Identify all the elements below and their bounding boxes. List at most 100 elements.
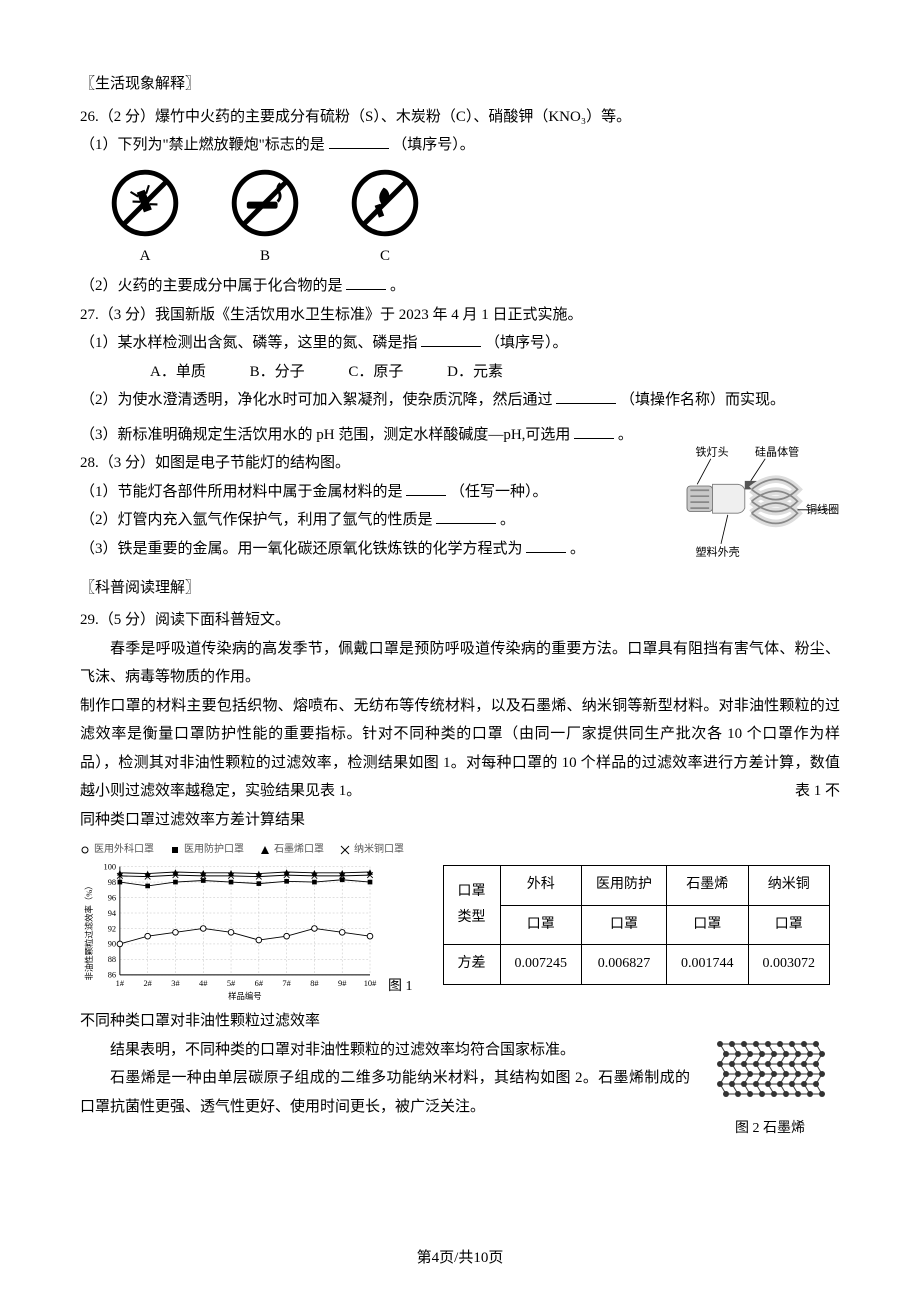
q29-p2-wrap: 制作口罩的材料主要包括织物、熔喷布、无纺布等传统材料，以及石墨烯、纳米铜等新型材… (80, 692, 840, 806)
q26-icon-c-label: C (380, 242, 390, 271)
q28-sub3-post: 。 (570, 541, 585, 557)
table-cell: 方差 (443, 945, 500, 985)
q26-sub1-post: （填序号）。 (392, 137, 475, 153)
th-type-2: 类型 (458, 910, 486, 925)
svg-text:8#: 8# (310, 979, 319, 988)
q28-blank1 (406, 481, 446, 496)
q27-sub2-pre: （2）为使水澄清透明，净化水时可加入絮凝剂，使杂质沉降，然后通过 (80, 392, 553, 408)
q28-sub2-pre: （2）灯管内充入氩气作保护气，利用了氩气的性质是 (80, 512, 433, 528)
q27-options: A．单质 B．分子 C．原子 D．元素 (80, 358, 840, 387)
q27-opt-d: D．元素 (447, 364, 503, 380)
q26-icon-b-col: B (230, 168, 300, 271)
table-cell: 口罩 (582, 905, 667, 945)
q26-icons-row: A B C (80, 168, 840, 271)
q29-bottom: 图 2 石墨烯 结果表明，不同种类的口罩对非油性颗粒的过滤效率均符合国家标准。 … (80, 1036, 840, 1143)
q26-blank2 (346, 275, 386, 290)
q29-table-caption-prefix: 表 1 不 (795, 777, 840, 806)
svg-text:94: 94 (108, 909, 117, 918)
q26-icon-a-col: A (110, 168, 180, 271)
q29-stem: 29.（5 分）阅读下面科普短文。 (80, 606, 840, 635)
q26-icon-b-label: B (260, 242, 270, 271)
q26-blank1 (329, 134, 389, 149)
graphene-figure: 图 2 石墨烯 (700, 1036, 840, 1143)
q28-sub2-post: 。 (500, 512, 515, 528)
q27-blank3 (574, 424, 614, 439)
table-row: 口罩 类型 外科 医用防护 石墨烯 纳米铜 (443, 866, 830, 906)
lamp-diagram: 铁灯头 硅晶体管 铜线圈 塑料外壳 (670, 443, 840, 574)
table-cell: 医用防护 (582, 866, 667, 906)
svg-text:非油性颗粒过滤效率（%）: 非油性颗粒过滤效率（%） (84, 881, 94, 980)
q27-opt-a: A．单质 (150, 364, 206, 380)
svg-text:88: 88 (108, 955, 116, 964)
svg-text:10#: 10# (364, 979, 377, 988)
q26-sub2-post: 。 (390, 278, 405, 294)
q28-sub1-pre: （1）节能灯各部件所用材料中属于金属材料的是 (80, 484, 403, 500)
table-cell: 石墨烯 (667, 866, 749, 906)
firecracker-prohibit-icon (110, 168, 180, 238)
q27-opt-b: B．分子 (250, 364, 305, 380)
lamp-label-coil: 铜线圈 (806, 502, 839, 516)
table-cell: 口罩 (500, 905, 582, 945)
q27-sub3-pre: （3）新标准明确规定生活饮用水的 pH 范围，测定水样酸碱度—pH,可选用 (80, 427, 570, 443)
svg-text:100: 100 (104, 862, 117, 871)
q27-stem: 27.（3 分）我国新版《生活饮用水卫生标准》于 2023 年 4 月 1 日正… (80, 301, 840, 330)
q26-icon-c-col: C (350, 168, 420, 271)
variance-table: 口罩 类型 外科 医用防护 石墨烯 纳米铜 口罩 口罩 口罩 口罩 方差 0.0… (443, 865, 831, 985)
legend-item-1: 医用外科口罩 (80, 840, 154, 859)
svg-text:92: 92 (108, 924, 116, 933)
table-cell: 0.006827 (582, 945, 667, 985)
table-row: 方差 0.007245 0.006827 0.001744 0.003072 (443, 945, 830, 985)
q28-sub1-post: （任写一种）。 (450, 484, 548, 500)
legend-label-1: 医用外科口罩 (94, 840, 154, 859)
legend-item-3: 石墨烯口罩 (260, 840, 324, 859)
svg-text:1#: 1# (116, 979, 125, 988)
svg-text:4#: 4# (199, 979, 208, 988)
page-footer: 第4页/共10页 (0, 1244, 920, 1273)
svg-text:6#: 6# (255, 979, 264, 988)
q28-block: 铁灯头 硅晶体管 铜线圈 塑料外壳 28.（3 分）如图是电子节能灯的结构图。 … (80, 449, 840, 574)
q27-sub1: （1）某水样检测出含氮、磷等，这里的氮、磷是指 （填序号）。 (80, 329, 840, 358)
table-cell: 0.007245 (500, 945, 582, 985)
svg-text:98: 98 (108, 878, 116, 887)
table-cell: 0.001744 (667, 945, 749, 985)
table-cell: 口罩 (748, 905, 830, 945)
svg-text:7#: 7# (282, 979, 291, 988)
legend-item-2: 医用防护口罩 (170, 840, 244, 859)
q27-sub2-post: （填操作名称）而实现。 (620, 392, 785, 408)
q27-sub1-pre: （1）某水样检测出含氮、磷等，这里的氮、磷是指 (80, 335, 418, 351)
q26-sub1: （1）下列为"禁止燃放鞭炮"标志的是 （填序号）。 (80, 131, 840, 160)
q28-blank3 (526, 538, 566, 553)
lamp-label-silicon: 硅晶体管 (755, 444, 799, 458)
q26-icon-a-label: A (140, 242, 151, 271)
legend-item-4: 纳米铜口罩 (340, 840, 404, 859)
fig2-label: 图 2 石墨烯 (700, 1116, 840, 1143)
no-open-flame-icon (350, 168, 420, 238)
svg-text:2#: 2# (143, 979, 152, 988)
svg-text:9#: 9# (338, 979, 347, 988)
svg-text:样品编号: 样品编号 (228, 991, 262, 1001)
square-icon (170, 845, 180, 855)
q28-sub3-pre: （3）铁是重要的金属。用一氧化碳还原氧化铁炼铁的化学方程式为 (80, 541, 523, 557)
q27-sub2: （2）为使水澄清透明，净化水时可加入絮凝剂，使杂质沉降，然后通过 （填操作名称）… (80, 386, 840, 415)
q27-sub1-post: （填序号）。 (485, 335, 568, 351)
table-cell: 纳米铜 (748, 866, 830, 906)
table-cell: 口罩 类型 (443, 866, 500, 945)
th-type-1: 口罩 (458, 884, 486, 899)
triangle-icon (260, 845, 270, 855)
table-cell: 口罩 (667, 905, 749, 945)
x-mark-icon (340, 845, 350, 855)
legend-label-2: 医用防护口罩 (184, 840, 244, 859)
q26-sub2-pre: （2）火药的主要成分中属于化合物的是 (80, 278, 343, 294)
q26-sub2: （2）火药的主要成分中属于化合物的是 。 (80, 272, 840, 301)
q29-p1: 春季是呼吸道传染病的高发季节，佩戴口罩是预防呼吸道传染病的重要方法。口罩具有阻挡… (80, 635, 840, 692)
chart-caption: 不同种类口罩对非油性颗粒过滤效率 (80, 1007, 840, 1036)
q27-blank2 (556, 389, 616, 404)
mask-chart: 868890929496981001#2#3#4#5#6#7#8#9#10#非油… (80, 861, 380, 1001)
svg-text:3#: 3# (171, 979, 180, 988)
q26-sub1-pre: （1）下列为"禁止燃放鞭炮"标志的是 (80, 137, 325, 153)
legend-label-3: 石墨烯口罩 (274, 840, 324, 859)
table-cell: 0.003072 (748, 945, 830, 985)
svg-text:96: 96 (108, 893, 116, 902)
q27-opt-c: C．原子 (348, 364, 403, 380)
q29-p2: 制作口罩的材料主要包括织物、熔喷布、无纺布等传统材料，以及石墨烯、纳米铜等新型材… (80, 698, 840, 800)
